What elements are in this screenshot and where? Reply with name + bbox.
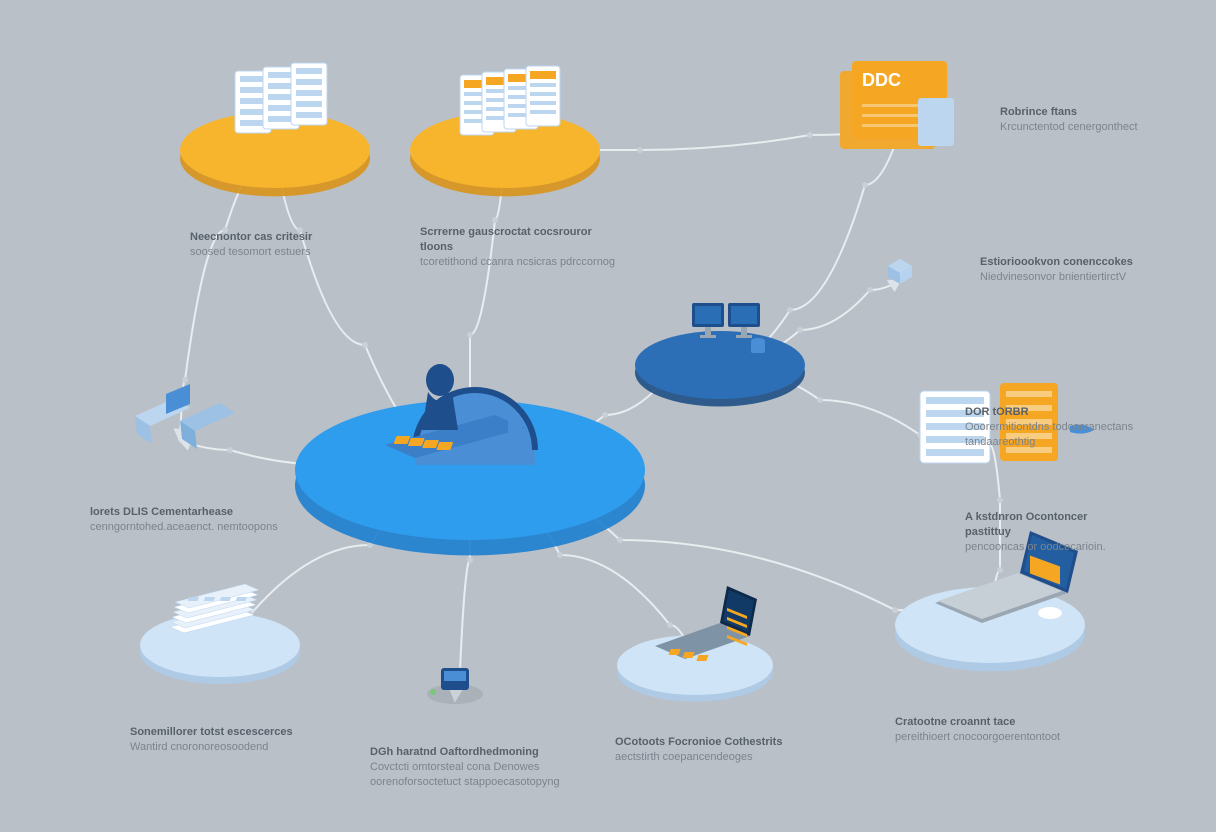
caption-sub: pereithioert cnocoorgoerentontoot	[895, 730, 1060, 745]
caption-sub: Niedvinesonvor bnientiertirctV	[980, 270, 1133, 285]
caption-bottom-left-stack: Sonemillorer totst escescercesWantird cn…	[130, 725, 293, 755]
caption-left-folders: lorets DLIS Cementarheasecenngorntohed.a…	[90, 505, 278, 535]
caption-title: Sonemillorer totst escescerces	[130, 725, 293, 740]
caption-right-laptop: Cratootne croannt tacepereithioert cnoco…	[895, 715, 1060, 745]
caption-sub: Krcunctentod cenergonthect	[1000, 120, 1138, 135]
caption-title: A kstdnron Ocontoncer pastittuy	[965, 510, 1135, 540]
caption-top-right-folder: Robrince ftansKrcunctentod cenergonthect	[1000, 105, 1138, 135]
caption-title: DOR tORBR	[965, 405, 1135, 420]
caption-sub: aectstirth coepancendeoges	[615, 750, 782, 765]
caption-title: Robrince ftans	[1000, 105, 1138, 120]
caption-right-monitors: DOR tORBROoorermitiontdns todcocranectan…	[965, 405, 1135, 450]
caption-title: DGh haratnd Oaftordhedmoning	[370, 745, 570, 760]
caption-sub: soosed tesomort estuers	[190, 245, 312, 260]
caption-title: lorets DLIS Cementarhease	[90, 505, 278, 520]
caption-title: Scrrerne gauscroctat cocsrouror tloons	[420, 225, 620, 255]
caption-top-mid-cards: Scrrerne gauscroctat cocsrouror tloonstc…	[420, 225, 620, 270]
caption-right-lower-panels: A kstdnron Ocontoncer pastittuypencoonca…	[965, 510, 1135, 555]
caption-title: Neecnontor cas critesir	[190, 230, 312, 245]
caption-title: Estiorioookvon conenccokes	[980, 255, 1133, 270]
svg-text:DDC: DDC	[862, 70, 901, 90]
caption-sub: Ooorermitiontdns todcocranectans tandaar…	[965, 420, 1135, 450]
caption-title: Cratootne croannt tace	[895, 715, 1060, 730]
caption-sub: cenngorntohed.aceaenct. nemtoopons	[90, 520, 278, 535]
diagram-root: { "canvas": { "width": 1216, "height": 8…	[0, 0, 1216, 832]
caption-title: OCotoots Focronioe Cothestrits	[615, 735, 782, 750]
caption-sub: Wantird cnoronoreosoodend	[130, 740, 293, 755]
caption-bottom-screen: OCotoots Focronioe Cothestritsaectstirth…	[615, 735, 782, 765]
caption-sub: tcoretithond ccanra ncsicras pdrccornog	[420, 255, 620, 270]
caption-sub: pencooncas or oodcecarioin.	[965, 540, 1135, 555]
caption-top-left-buildings: Neecnontor cas critesirsoosed tesomort e…	[190, 230, 312, 260]
caption-right-upper-cube: Estiorioookvon conenccokesNiedvinesonvor…	[980, 255, 1133, 285]
caption-sub: Covctcti omtorsteal cona Denowes oorenof…	[370, 760, 570, 790]
caption-bottom-left-mini: DGh haratnd OaftordhedmoningCovctcti omt…	[370, 745, 570, 790]
